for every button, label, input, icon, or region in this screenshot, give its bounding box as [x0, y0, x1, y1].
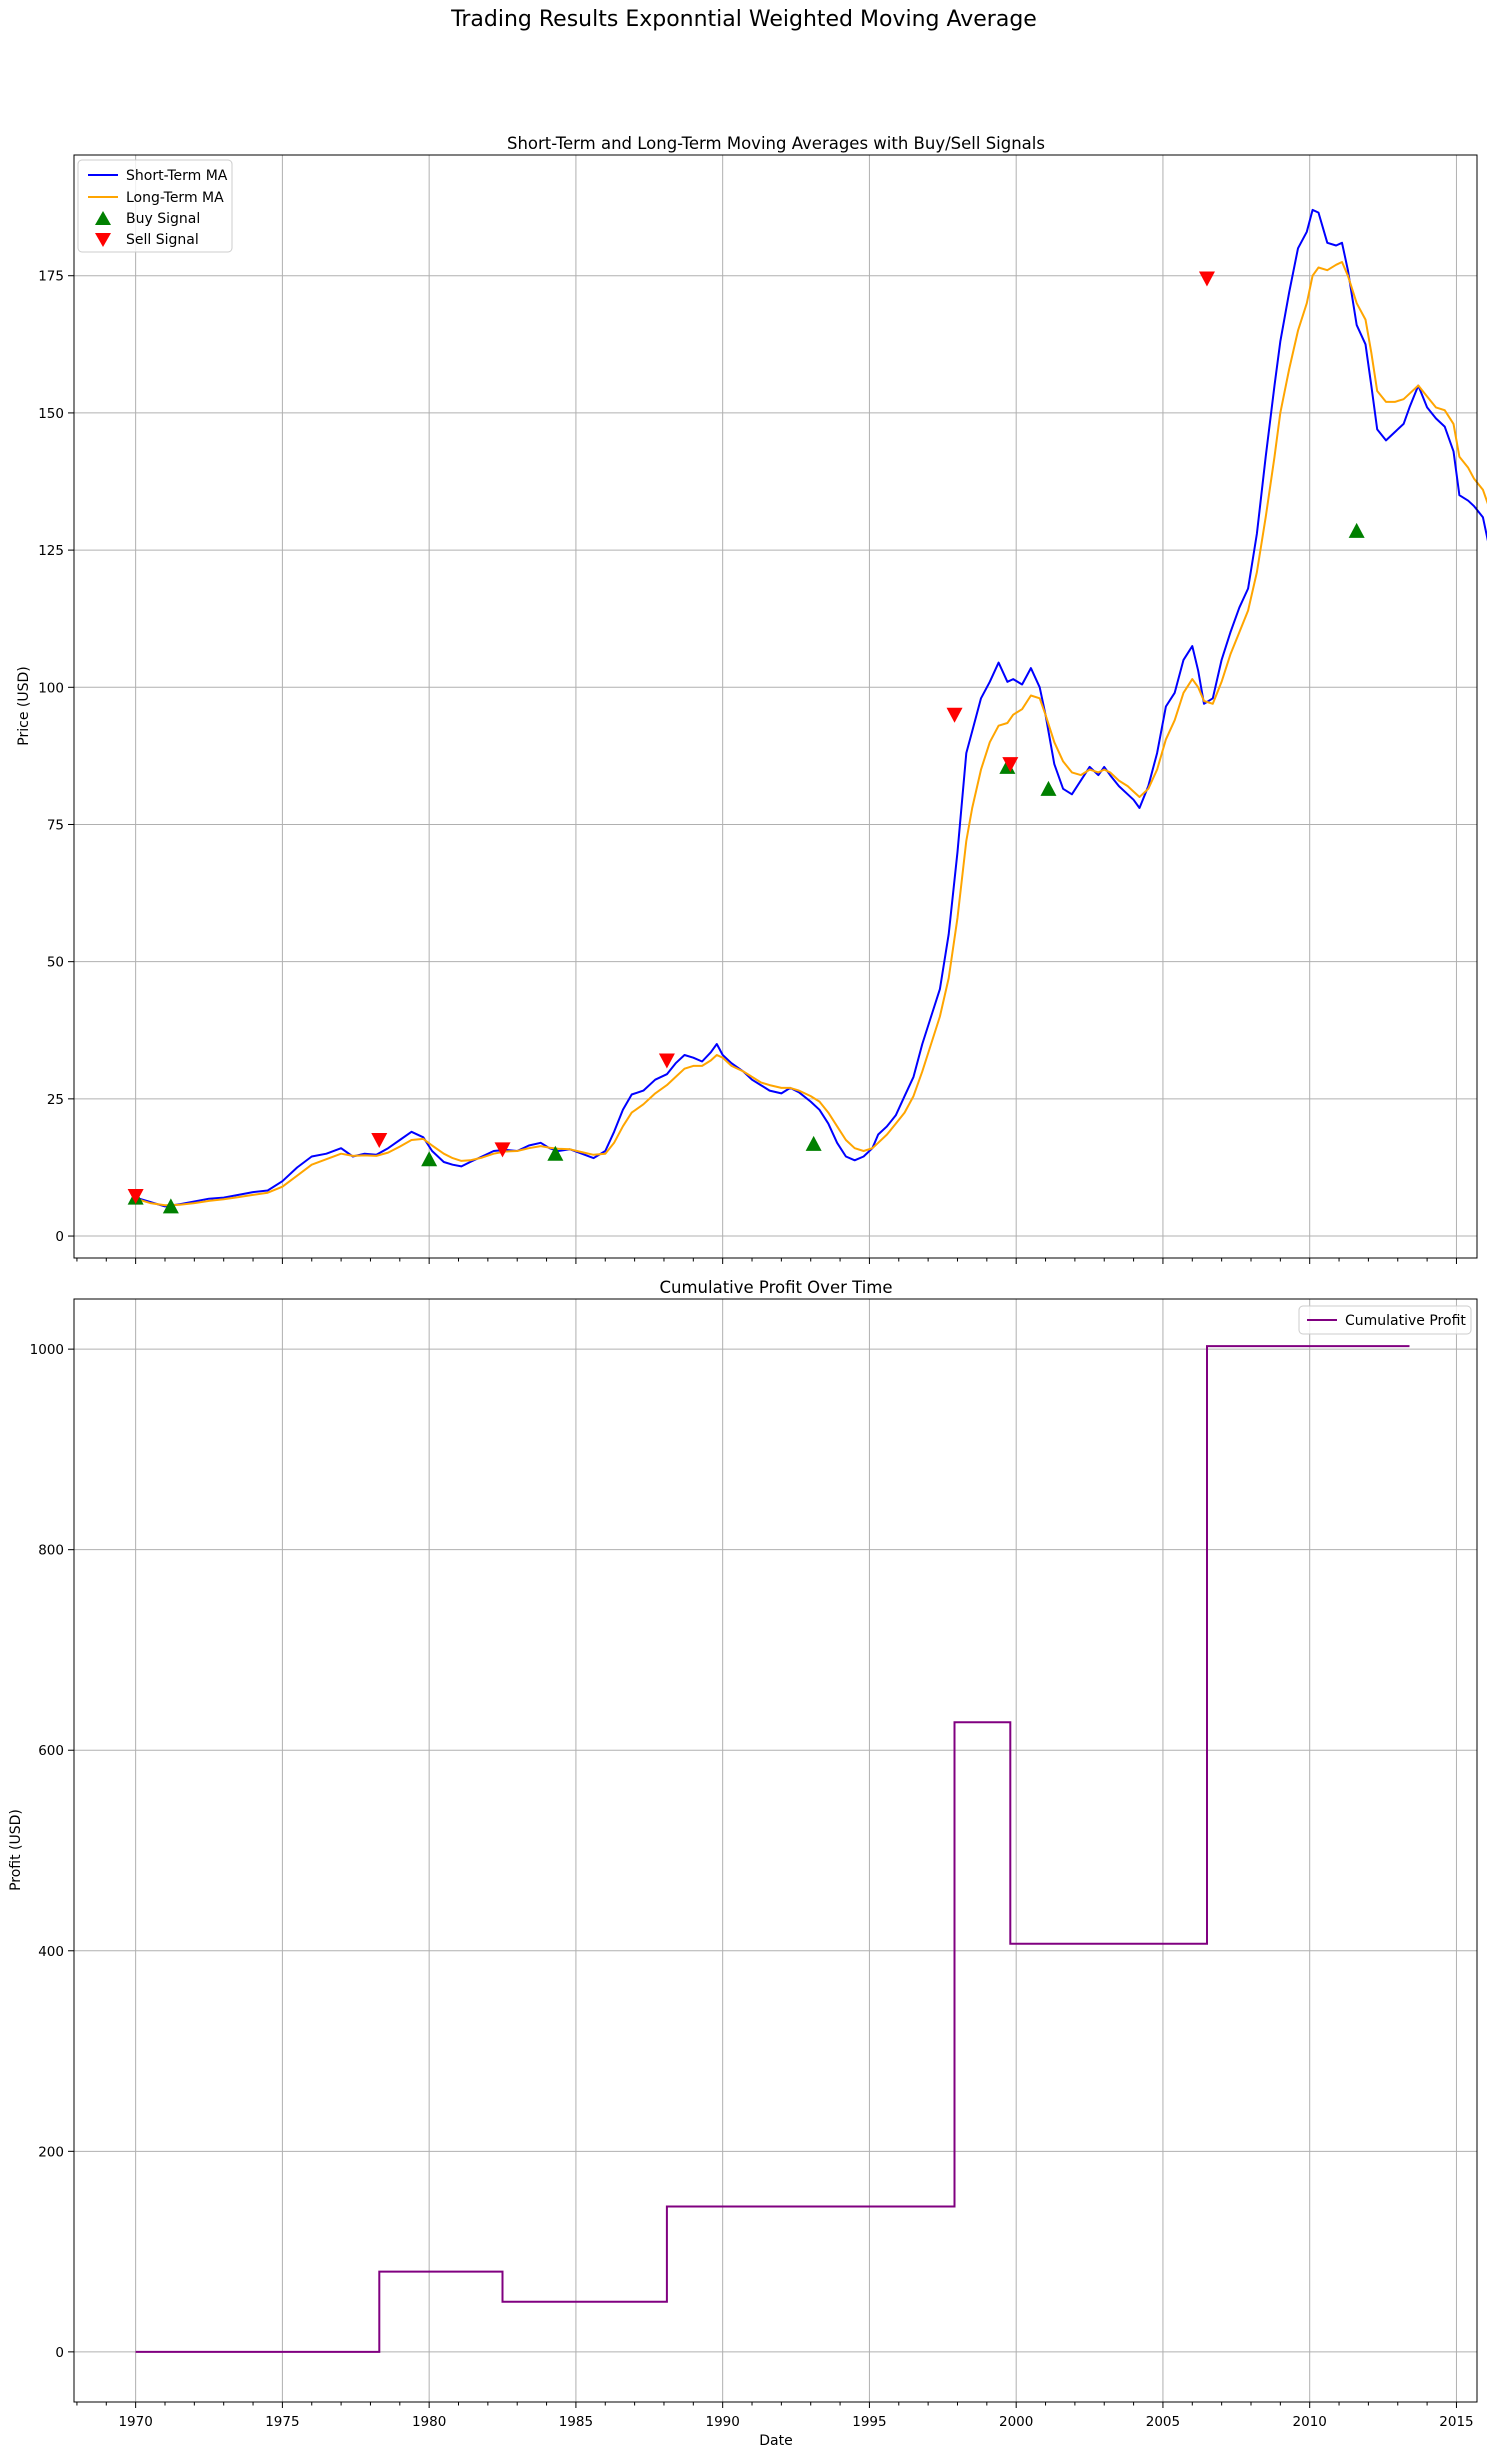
y-tick-label: 100 — [38, 680, 64, 696]
profit-gridlines — [74, 1299, 1477, 2402]
y-tick-label: 1000 — [30, 1342, 64, 1358]
x-tick-label: 2000 — [999, 2414, 1033, 2430]
profit-axis-ticks: 1970 1975 1980 1985 1990 1995 2000 2005 2010 2015… — [30, 1342, 1474, 2430]
price-chart-title: Short-Term and Long-Term Moving Averages… — [507, 134, 1045, 153]
legend-cumulative-profit-label: Cumulative Profit — [1345, 1313, 1466, 1329]
y-tick-label: 200 — [38, 2144, 64, 2160]
x-tick-label: 1980 — [412, 2414, 446, 2430]
profit-chart-title: Cumulative Profit Over Time — [659, 1278, 892, 1297]
price-axes-frame — [73, 154, 1478, 1259]
buy-signal-marker — [547, 1145, 564, 1161]
profit-chart: Cumulative Profit Over Time 1970 1975 1980… — [8, 1278, 1478, 2449]
legend-buy-marker — [95, 211, 111, 225]
legend-buy-label: Buy Signal — [126, 211, 200, 227]
x-tick-label: 2015 — [1439, 2414, 1473, 2430]
y-tick-label: 0 — [55, 1229, 64, 1245]
price-legend-box — [77, 159, 233, 253]
price-plot-area — [135, 208, 1487, 1208]
buy-signal-marker — [421, 1151, 438, 1167]
long-term-ma-line — [135, 261, 1487, 1207]
x-tick-label: 2005 — [1146, 2414, 1180, 2430]
x-tick-label: 1995 — [852, 2414, 886, 2430]
y-tick-label: 75 — [47, 817, 64, 833]
legend-sell-label: Sell Signal — [126, 232, 199, 248]
legend-short-ma-label: Short-Term MA — [126, 168, 228, 184]
profit-legend: Cumulative Profit — [1298, 1305, 1472, 1335]
y-tick-label: 150 — [38, 406, 64, 422]
y-tick-label: 600 — [38, 1743, 64, 1759]
y-tick-label: 800 — [38, 1543, 64, 1559]
x-tick-label: 2010 — [1293, 2414, 1327, 2430]
x-tick-label: 1970 — [118, 2414, 152, 2430]
y-tick-label: 50 — [47, 955, 64, 971]
sell-signal-marker — [494, 1142, 511, 1158]
sell-signal-marker — [371, 1133, 388, 1149]
sell-signal-marker — [658, 1053, 675, 1069]
price-axis-ticks: 0 25 50 75 100 125 150 175 — [38, 269, 1457, 1264]
buy-signal-marker — [1040, 780, 1057, 796]
y-tick-label: 0 — [55, 2345, 64, 2361]
profit-legend-box — [1298, 1305, 1472, 1335]
sell-signal-marker — [946, 707, 963, 723]
profit-x-axis-label: Date — [759, 2433, 792, 2449]
price-gridlines — [74, 155, 1477, 1258]
buy-signal-marker — [805, 1135, 822, 1151]
signal-markers — [127, 271, 1365, 1214]
profit-plot-area — [135, 1345, 1410, 2353]
sell-signal-marker — [1198, 271, 1215, 287]
x-tick-label: 1990 — [705, 2414, 739, 2430]
x-tick-label: 1975 — [265, 2414, 299, 2430]
profit-y-axis-label: Profit (USD) — [8, 1809, 24, 1891]
y-tick-label: 400 — [38, 1944, 64, 1960]
profit-axes-frame — [73, 1298, 1478, 2403]
x-tick-label: 1985 — [559, 2414, 593, 2430]
y-tick-label: 25 — [47, 1092, 64, 1108]
legend-long-ma-label: Long-Term MA — [126, 190, 224, 206]
sell-signal-marker — [127, 1188, 144, 1204]
buy-signal-marker — [162, 1198, 179, 1214]
legend-sell-marker — [95, 233, 111, 247]
cumulative-profit-line — [135, 1345, 1410, 2353]
price-legend: Short-Term MA Long-Term MA Buy Signal Se… — [77, 159, 233, 253]
y-tick-label: 125 — [38, 543, 64, 559]
price-y-axis-label: Price (USD) — [16, 666, 32, 745]
y-tick-label: 175 — [38, 269, 64, 285]
figure-suptitle: Trading Results Exponntial Weighted Movi… — [450, 7, 1037, 32]
buy-signal-marker — [1348, 522, 1365, 538]
sell-signal-marker — [1002, 757, 1019, 773]
price-chart: Short-Term and Long-Term Moving Averages… — [16, 134, 1487, 1264]
